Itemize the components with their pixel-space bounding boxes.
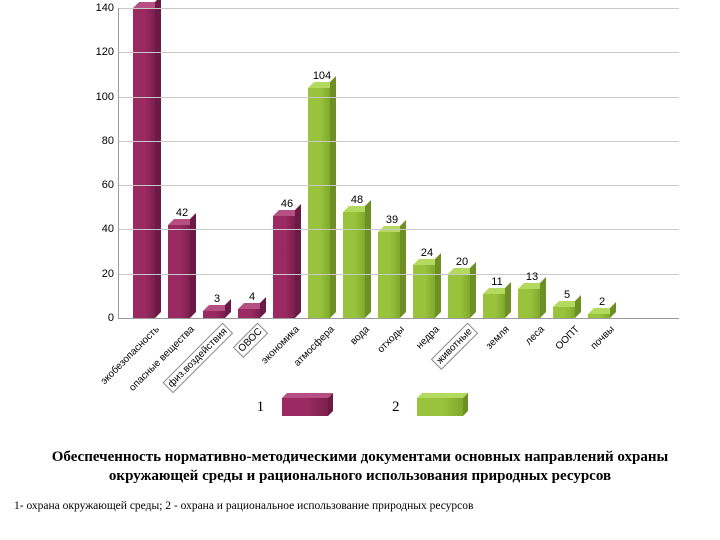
legend-item-2: 2 [392,398,463,416]
plot-area [118,8,679,319]
ytick-label: 40 [84,223,114,235]
bar-value-label: 140 [132,0,162,2]
bar-value-label: 48 [342,194,372,206]
bar [133,8,155,318]
bar-value-label: 104 [307,70,337,82]
legend: 1 2 [0,398,720,416]
ytick-label: 80 [84,135,114,147]
bar-value-label: 42 [167,207,197,219]
footnote: 1- охрана окружающей среды; 2 - охрана и… [14,500,473,512]
bar-value-label: 3 [202,293,232,305]
bar-value-label: 39 [377,214,407,226]
bar-value-label: 4 [237,291,267,303]
bar [203,311,225,318]
ytick-label: 120 [84,46,114,58]
bar-value-label: 46 [272,198,302,210]
bar-value-label: 13 [517,271,547,283]
bar [308,88,330,318]
bar-value-label: 20 [447,256,477,268]
bar-value-label: 5 [552,289,582,301]
chart-title: Обеспеченность нормативно-методическими … [20,448,700,486]
bar [553,307,575,318]
ytick-label: 20 [84,268,114,280]
bars-layer [119,8,679,318]
bar [273,216,295,318]
ytick-label: 140 [84,2,114,14]
bar [238,309,260,318]
bar [518,289,540,318]
legend-num-2: 2 [392,399,400,415]
bar [448,274,470,318]
bar [343,212,365,318]
bar-value-label: 2 [587,296,617,308]
bar-value-label: 11 [482,276,512,288]
bar [168,225,190,318]
legend-swatch-2 [417,398,463,416]
ytick-label: 60 [84,179,114,191]
legend-num-1: 1 [257,399,265,415]
chart: 020406080100120140 140423446104483924201… [90,8,678,318]
bar [588,314,610,318]
legend-swatch-1 [282,398,328,416]
bar [378,232,400,318]
ytick-label: 100 [84,91,114,103]
ytick-label: 0 [84,312,114,324]
bar-value-label: 24 [412,247,442,259]
bar [483,294,505,318]
legend-item-1: 1 [257,398,328,416]
